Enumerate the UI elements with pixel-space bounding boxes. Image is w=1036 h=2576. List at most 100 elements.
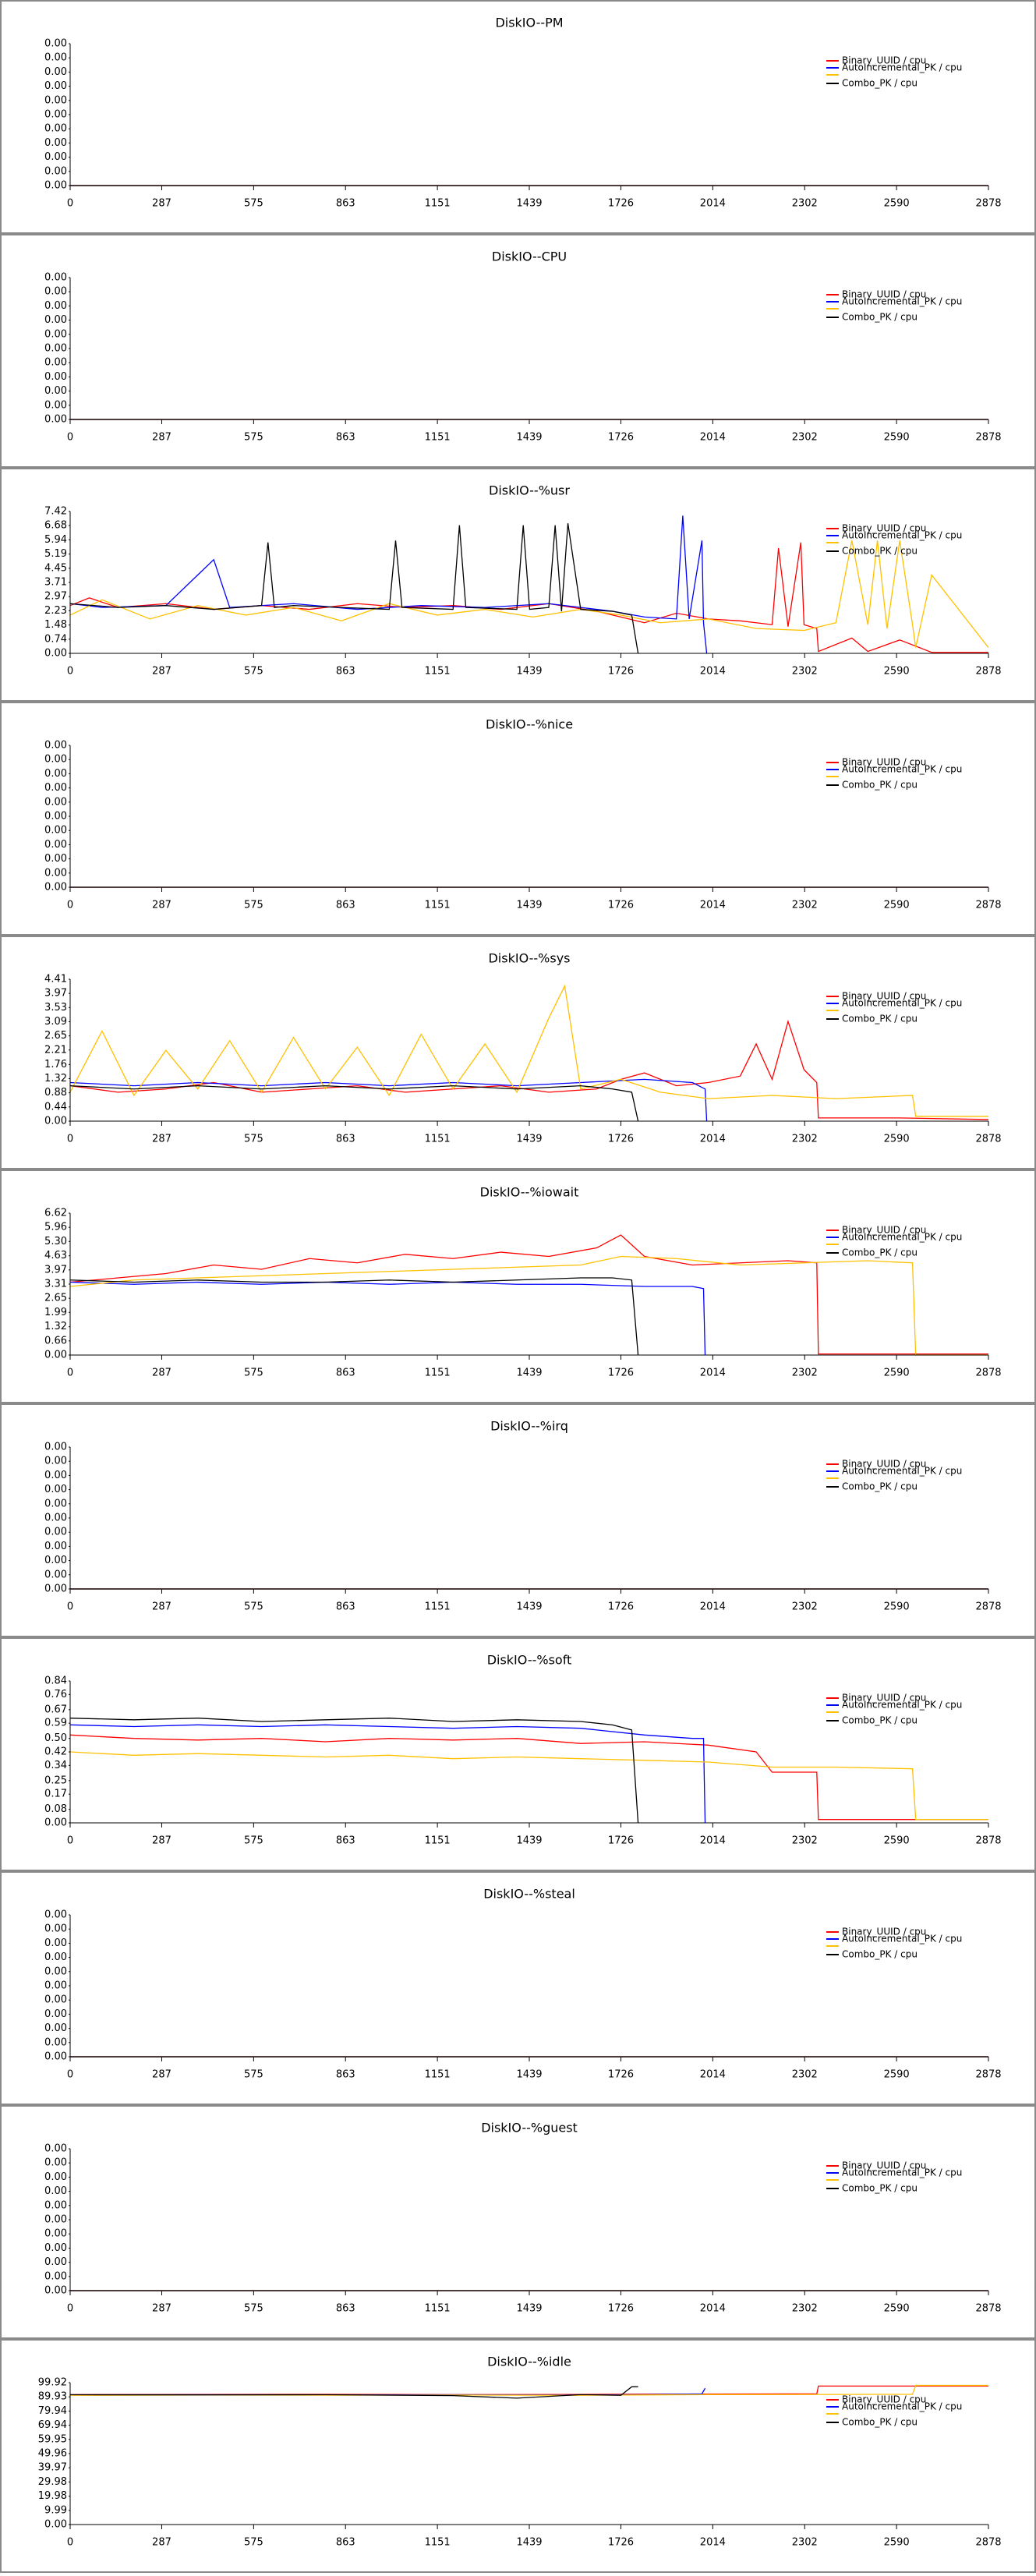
y-tick-label: 0.00 — [44, 1513, 67, 1524]
x-tick-label: 2878 — [975, 1134, 1001, 1145]
x-tick-label: 1726 — [608, 2303, 634, 2315]
y-tick-label: 0.00 — [44, 66, 67, 78]
chart-title: DiskIO--%irq — [490, 1419, 568, 1434]
x-tick-label: 2590 — [884, 198, 910, 210]
x-tick-label: 2014 — [700, 900, 726, 911]
y-tick-label: 0.00 — [44, 1456, 67, 1467]
y-tick-label: 0.25 — [44, 1775, 67, 1786]
x-tick-label: 2014 — [700, 432, 726, 444]
y-tick-label: 0.00 — [44, 2143, 67, 2155]
x-tick-label: 2014 — [700, 2537, 726, 2549]
x-tick-label: 1439 — [516, 1601, 542, 1613]
panel-frame — [0, 1403, 1036, 1637]
y-tick-label: 0.00 — [44, 123, 67, 135]
x-tick-label: 0 — [67, 1134, 73, 1145]
x-tick-label: 575 — [244, 1601, 263, 1613]
y-tick-label: 0.00 — [44, 272, 67, 284]
y-tick-label: 2.21 — [44, 1044, 67, 1056]
x-tick-label: 287 — [152, 1134, 171, 1145]
y-tick-label: 0.00 — [44, 414, 67, 426]
x-tick-label: 2302 — [792, 1368, 818, 1379]
x-tick-label: 2014 — [700, 1601, 726, 1613]
y-tick-label: 0.00 — [44, 1966, 67, 1977]
x-tick-label: 863 — [336, 2537, 355, 2549]
y-tick-label: 5.96 — [44, 1222, 67, 1233]
chart-title: DiskIO--%usr — [489, 483, 570, 498]
y-tick-label: 0.00 — [44, 1569, 67, 1580]
y-tick-label: 0.88 — [44, 1087, 67, 1099]
y-tick-label: 4.45 — [44, 562, 67, 574]
legend-label: Combo_PK / cpu — [842, 78, 918, 89]
x-tick-label: 0 — [67, 900, 73, 911]
y-tick-label: 1.32 — [44, 1073, 67, 1085]
y-tick-label: 0.00 — [44, 768, 67, 780]
legend-label: Combo_PK / cpu — [842, 546, 918, 557]
y-tick-label: 0.00 — [44, 2022, 67, 2034]
panel-frame — [0, 234, 1036, 468]
x-tick-label: 2590 — [884, 2303, 910, 2315]
legend-label: AutoIncremental_PK / cpu — [842, 764, 962, 775]
y-tick-label: 0.50 — [44, 1732, 67, 1744]
x-tick-label: 1726 — [608, 2537, 634, 2549]
x-tick-label: 287 — [152, 1601, 171, 1613]
x-tick-label: 1151 — [425, 2069, 451, 2081]
legend-label: Binary_UUID / cpu — [842, 289, 926, 300]
panel-frame — [0, 2105, 1036, 2339]
y-tick-label: 0.08 — [44, 1803, 67, 1815]
y-tick-label: 0.00 — [44, 1442, 67, 1453]
y-tick-label: 5.94 — [44, 534, 67, 546]
y-tick-label: 5.30 — [44, 1236, 67, 1247]
x-tick-label: 2302 — [792, 1835, 818, 1847]
legend-label: Binary_UUID / cpu — [842, 1693, 926, 1704]
y-tick-label: 0.42 — [44, 1746, 67, 1758]
x-tick-label: 575 — [244, 1835, 263, 1847]
y-tick-label: 0.00 — [44, 811, 67, 823]
y-tick-label: 3.09 — [44, 1016, 67, 1028]
y-tick-label: 29.98 — [38, 2476, 67, 2488]
y-tick-label: 0.00 — [44, 1541, 67, 1552]
series-line — [69, 1078, 708, 1122]
y-tick-label: 0.00 — [44, 314, 67, 326]
x-tick-label: 1439 — [516, 1835, 542, 1847]
x-tick-label: 1439 — [516, 2303, 542, 2315]
x-tick-label: 863 — [336, 1134, 355, 1145]
y-tick-label: 0.00 — [44, 180, 67, 192]
x-tick-label: 1151 — [425, 2303, 451, 2315]
y-tick-label: 99.92 — [38, 2377, 67, 2389]
legend-label: Binary_UUID / cpu — [842, 1927, 926, 1937]
y-tick-label: 0.00 — [44, 1498, 67, 1509]
x-tick-label: 863 — [336, 2303, 355, 2315]
chart-title: DiskIO--%iowait — [480, 1185, 579, 1200]
y-tick-label: 0.00 — [44, 2171, 67, 2183]
series-line — [69, 1277, 639, 1356]
panel-frame — [0, 2339, 1036, 2573]
y-tick-label: 0.00 — [44, 1951, 67, 1963]
y-tick-label: 0.00 — [44, 853, 67, 865]
x-tick-label: 2014 — [700, 666, 726, 678]
x-tick-label: 2878 — [975, 2537, 1001, 2549]
legend-label: AutoIncremental_PK / cpu — [842, 1466, 962, 1477]
series-line — [69, 1724, 706, 1824]
x-tick-label: 287 — [152, 2303, 171, 2315]
x-tick-label: 2302 — [792, 1601, 818, 1613]
series-line — [69, 540, 989, 649]
legend-label: AutoIncremental_PK / cpu — [842, 62, 962, 73]
y-tick-label: 0.00 — [44, 1937, 67, 1949]
y-tick-label: 59.95 — [38, 2433, 67, 2445]
y-tick-label: 0.00 — [44, 286, 67, 298]
y-tick-label: 0.00 — [44, 1555, 67, 1566]
chart-title: DiskIO--%sys — [488, 951, 570, 966]
x-tick-label: 2014 — [700, 2069, 726, 2081]
x-tick-label: 575 — [244, 198, 263, 210]
panel-frame — [0, 936, 1036, 1169]
y-tick-label: 39.97 — [38, 2462, 67, 2474]
x-tick-label: 287 — [152, 2537, 171, 2549]
x-tick-label: 2302 — [792, 432, 818, 444]
x-tick-label: 1151 — [425, 2537, 451, 2549]
x-tick-label: 2014 — [700, 1368, 726, 1379]
x-tick-label: 287 — [152, 2069, 171, 2081]
x-tick-label: 2014 — [700, 2303, 726, 2315]
x-tick-label: 1726 — [608, 1134, 634, 1145]
y-tick-label: 4.41 — [44, 974, 67, 985]
legend-label: AutoIncremental_PK / cpu — [842, 530, 962, 541]
